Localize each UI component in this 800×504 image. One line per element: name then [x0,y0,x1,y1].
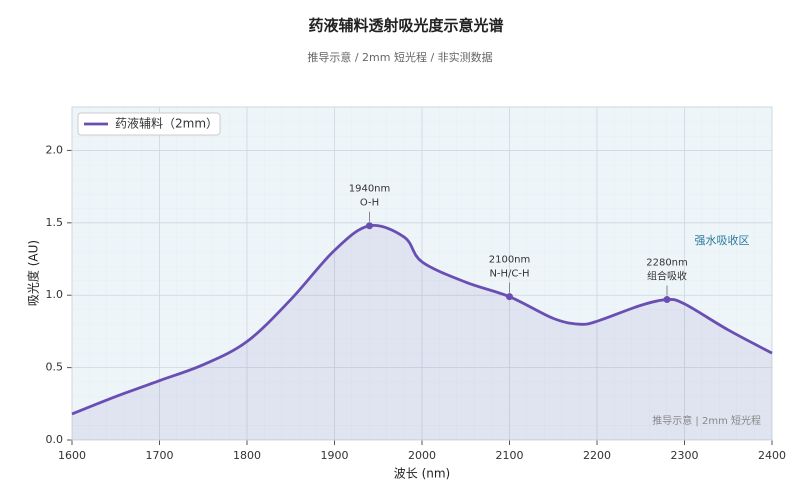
y-tick-label: 1.0 [46,288,64,301]
annotation-marker [663,296,671,304]
x-axis-label: 波长 (nm) [394,467,450,481]
annotation-text: 2280nm [646,258,688,269]
x-tick-label: 2100 [496,449,524,462]
x-tick-label: 2000 [408,449,436,462]
legend-label: 药液辅料（2mm） [115,116,218,131]
chart-subtitle: 推导示意 / 2mm 短光程 / 非实测数据 [307,50,492,64]
y-tick-label: 0.0 [46,433,64,446]
chart-title: 药液辅料透射吸光度示意光谱 [308,17,503,35]
annotation-text: 1940nm [349,184,391,195]
x-tick-label: 1600 [58,449,86,462]
x-tick-label: 2300 [671,449,699,462]
annotation-marker [366,222,373,230]
plot-frame [71,106,773,441]
x-tick-label: 1900 [321,449,349,462]
annotation-text: 2100nm [489,255,531,266]
legend-box [77,112,221,136]
annotation-text: 组合吸收 [647,270,687,283]
x-tick-label: 2200 [583,449,611,462]
x-tick-label: 2400 [758,449,786,462]
y-tick-label: 2.0 [46,143,64,156]
y-axis-label: 吸光度 (AU) [26,240,41,306]
region-label: 强水吸收区 [695,233,750,247]
y-tick-label: 1.5 [46,216,64,229]
y-tick-label: 0.5 [46,361,64,374]
area [72,225,772,440]
x-tick-label: 1700 [146,449,174,462]
watermark: 推导示意 | 2mm 短光程 [652,414,761,427]
annotation-marker [506,293,513,301]
annotation-text: N-H/C-H [489,269,529,280]
x-tick-label: 1800 [233,449,261,462]
annotation-text: O-H [360,198,379,209]
